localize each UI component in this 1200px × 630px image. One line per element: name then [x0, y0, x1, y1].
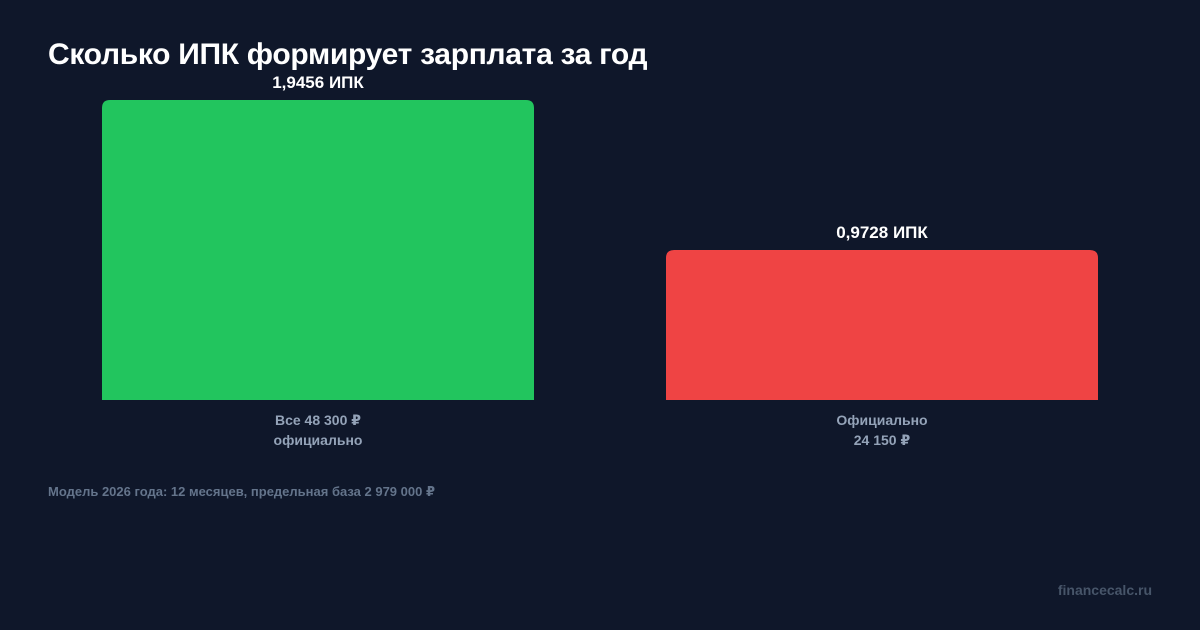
category-label-2: Официально 24 150 ₽ — [836, 412, 927, 448]
bar-2 — [666, 250, 1098, 400]
chart-title: Сколько ИПК формирует зарплата за год — [48, 38, 648, 71]
category-label-line: Все 48 300 ₽ — [275, 412, 361, 428]
category-label-line: Официально — [836, 412, 927, 428]
value-label-2: 0,9728 ИПК — [836, 223, 928, 242]
category-label-line: официально — [274, 432, 363, 448]
bar-1 — [102, 100, 534, 400]
category-label-1: Все 48 300 ₽ официально — [274, 412, 363, 448]
bar-chart: 1,9456 ИПК Все 48 300 ₽ официально 0,9728 И… — [102, 73, 1098, 448]
brand-watermark: financecalc.ru — [1057, 582, 1152, 598]
category-label-line: 24 150 ₽ — [854, 432, 911, 448]
value-label-1: 1,9456 ИПК — [272, 73, 364, 92]
footnote: Модель 2026 года: 12 месяцев, предельная… — [48, 484, 435, 499]
